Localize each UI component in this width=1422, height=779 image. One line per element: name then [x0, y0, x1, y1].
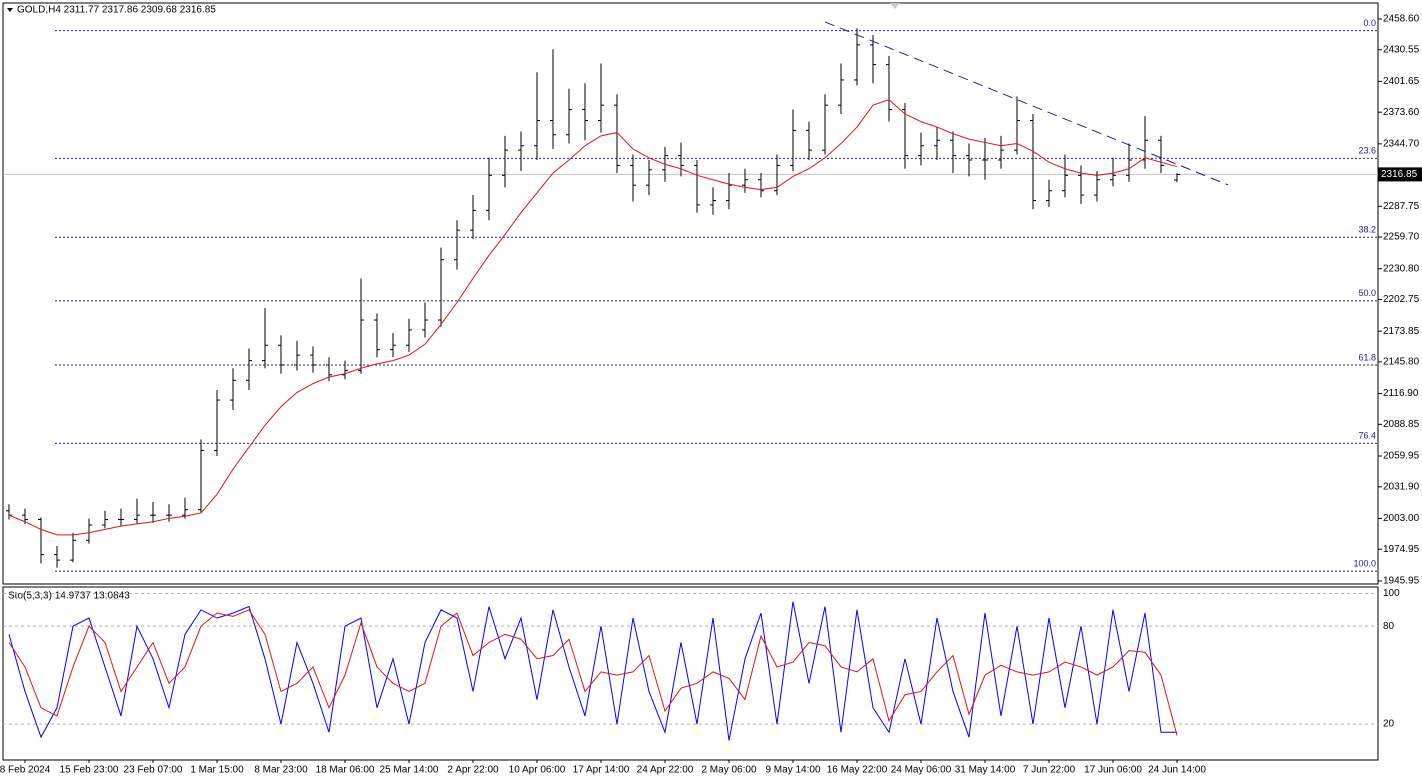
chart-header: GOLD,H4 2311.77 2317.86 2309.68 2316.85 — [17, 5, 216, 16]
y-tick-label: 2116.90 — [1383, 388, 1419, 399]
x-tick-label: 18 Mar 06:00 — [316, 765, 375, 776]
fib-label: 50.0 — [1358, 288, 1376, 298]
trendline — [824, 21, 1229, 186]
y-tick-label: 2003.00 — [1383, 513, 1420, 524]
current-price-box — [1378, 167, 1422, 182]
x-tick-label: 16 May 22:00 — [827, 765, 888, 776]
y-tick-label: 2259.70 — [1383, 232, 1420, 243]
y-tick-label: 2401.65 — [1383, 76, 1420, 87]
y-tick-label: 2173.85 — [1383, 326, 1420, 337]
fib-label: 0.0 — [1363, 18, 1376, 28]
y-tick-label: 2031.90 — [1383, 481, 1420, 492]
stoch-line — [8, 601, 1178, 741]
x-tick-label: 2 May 06:00 — [701, 765, 756, 776]
x-tick-label: 9 May 14:00 — [765, 765, 820, 776]
x-tick-label: 24 Apr 22:00 — [637, 765, 694, 776]
stoch-tick-label: 100 — [1383, 588, 1400, 599]
y-tick-label: 1974.95 — [1383, 544, 1420, 555]
fib-label: 38.2 — [1358, 225, 1376, 235]
shift-marker — [890, 3, 900, 9]
indicator-panel — [2, 586, 1379, 761]
x-tick-label: 17 Apr 14:00 — [573, 765, 630, 776]
y-tick-label: 2344.70 — [1383, 139, 1420, 150]
x-tick-label: 10 Apr 06:00 — [509, 765, 566, 776]
y-tick-label: 2059.95 — [1383, 451, 1420, 462]
y-tick-label: 2287.75 — [1383, 201, 1420, 212]
y-tick-label: 2230.80 — [1383, 263, 1420, 274]
x-tick-label: 31 May 14:00 — [955, 765, 1016, 776]
x-tick-label: 7 Jun 22:00 — [1023, 765, 1076, 776]
y-tick-label: 2430.55 — [1383, 44, 1420, 55]
indicator-label: Sto(5,3,3) 14.9737 13.0843 — [8, 591, 130, 602]
fib-label: 23.6 — [1358, 146, 1376, 156]
y-tick-label: 2088.85 — [1383, 419, 1420, 430]
y-tick-label: 2145.80 — [1383, 357, 1420, 368]
x-tick-label: 8 Feb 2024 — [0, 765, 51, 776]
x-tick-label: 24 Jun 14:00 — [1148, 765, 1206, 776]
x-tick-label: 2 Apr 22:00 — [447, 765, 499, 776]
current-price-label: 2316.85 — [1381, 169, 1418, 180]
stoch-tick-label: 80 — [1383, 621, 1395, 632]
y-tick-label: 1945.95 — [1383, 576, 1420, 587]
symbol-marker — [7, 8, 13, 12]
fib-label: 76.4 — [1358, 431, 1376, 441]
main-panel — [2, 2, 1379, 585]
stoch-line — [8, 609, 1178, 736]
x-tick-label: 1 Mar 15:00 — [190, 765, 244, 776]
stoch-tick-label: 20 — [1383, 719, 1395, 730]
y-tick-label: 2202.75 — [1383, 294, 1420, 305]
x-tick-label: 23 Feb 07:00 — [124, 765, 183, 776]
y-tick-label: 2458.60 — [1383, 14, 1420, 25]
moving-average — [8, 99, 1178, 536]
x-tick-label: 24 May 06:00 — [891, 765, 952, 776]
x-tick-label: 25 Mar 14:00 — [380, 765, 439, 776]
x-tick-label: 15 Feb 23:00 — [60, 765, 119, 776]
y-tick-label: 2373.60 — [1383, 107, 1420, 118]
x-tick-label: 8 Mar 23:00 — [254, 765, 308, 776]
x-tick-label: 17 Jun 06:00 — [1084, 765, 1142, 776]
fib-label: 100.0 — [1353, 558, 1376, 568]
fib-label: 61.8 — [1358, 352, 1376, 362]
